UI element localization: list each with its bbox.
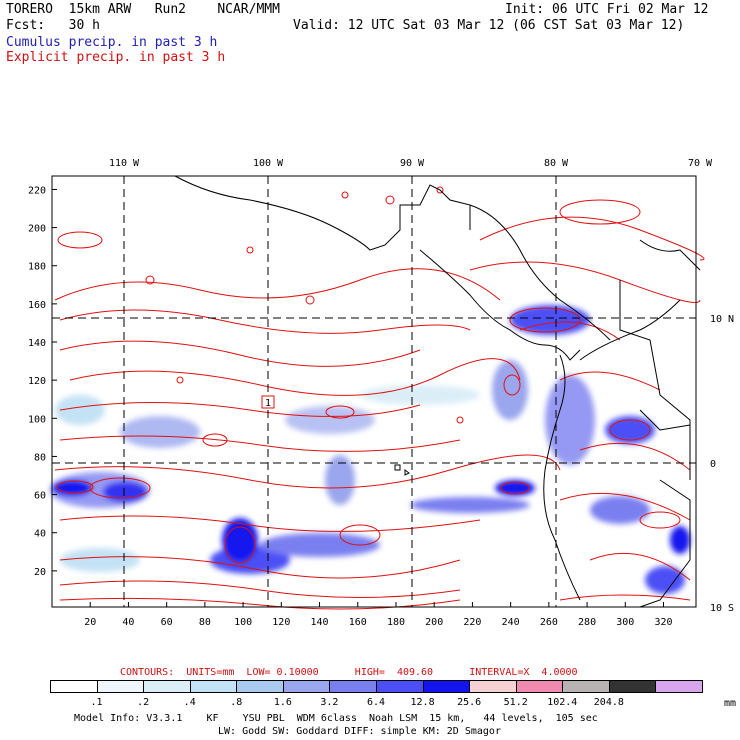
y-tick-label: 120 bbox=[28, 376, 46, 387]
colorbar-label: .4 bbox=[183, 697, 196, 708]
colorbar-swatch bbox=[608, 680, 657, 693]
y-tick-label: 100 bbox=[28, 414, 46, 425]
lat-label-0: 0 bbox=[710, 459, 716, 470]
colorbar-label: .2 bbox=[137, 697, 150, 708]
colorbar-label: 3.2 bbox=[320, 697, 339, 708]
cumulus-legend: Cumulus precip. in past 3 h bbox=[6, 35, 218, 50]
model-info: Model Info: V3.3.1 KF YSU PBL WDM 6class… bbox=[74, 713, 598, 724]
x-tick-label: 240 bbox=[502, 617, 520, 628]
x-tick-label: 120 bbox=[272, 617, 290, 628]
colorbar-swatch bbox=[329, 680, 377, 693]
colorbar-swatch bbox=[189, 680, 238, 693]
explicit-contours bbox=[54, 186, 705, 610]
y-tick-label: 80 bbox=[34, 452, 46, 463]
x-tick-label: 100 bbox=[234, 617, 252, 628]
graticule bbox=[52, 176, 696, 607]
colorbar-swatch bbox=[562, 680, 610, 693]
colorbar-swatch bbox=[515, 680, 564, 693]
y-tick-label: 200 bbox=[28, 224, 46, 235]
station-marker-label: 1 bbox=[265, 398, 271, 409]
y-tick-label: 140 bbox=[28, 338, 46, 349]
coastlines bbox=[174, 175, 701, 608]
lon-label-70w: 70 W bbox=[688, 158, 713, 169]
colorbar-unit: mm bbox=[724, 698, 737, 709]
colorbar-swatch bbox=[282, 680, 331, 693]
x-tick-label: 200 bbox=[425, 617, 443, 628]
colorbar-swatch bbox=[143, 680, 191, 693]
y-tick-label: 160 bbox=[28, 300, 46, 311]
colorbar-label: 51.2 bbox=[503, 697, 528, 708]
colorbar-swatch bbox=[422, 680, 471, 693]
x-tick-label: 260 bbox=[540, 617, 558, 628]
colorbar-swatch bbox=[655, 680, 703, 693]
forecast-hour: Fcst: 30 h bbox=[6, 18, 100, 33]
lat-label-10s: 10 S bbox=[710, 603, 734, 614]
lon-label-90w: 90 W bbox=[400, 158, 425, 169]
colorbar-swatch bbox=[236, 680, 284, 693]
colorbar-label: 6.4 bbox=[366, 697, 386, 708]
colorbar-swatch bbox=[469, 680, 517, 693]
y-tick-label: 180 bbox=[28, 262, 46, 273]
lon-label-110w: 110 W bbox=[109, 158, 140, 169]
cumulus-shading bbox=[50, 305, 690, 594]
colorbar-label: 204.8 bbox=[593, 697, 624, 708]
lon-label-100w: 100 W bbox=[253, 158, 284, 169]
colorbar-label: 12.8 bbox=[410, 697, 435, 708]
map-frame bbox=[51, 175, 697, 608]
y-tick-label: 40 bbox=[34, 529, 46, 540]
x-tick-label: 140 bbox=[311, 617, 329, 628]
x-tick-label: 180 bbox=[387, 617, 405, 628]
x-tick-label: 280 bbox=[578, 617, 596, 628]
colorbar-label: .1 bbox=[90, 697, 103, 708]
x-tick-label: 220 bbox=[463, 617, 481, 628]
contours-info: CONTOURS: UNITS=mm LOW= 0.10000 HIGH= 40… bbox=[120, 667, 578, 678]
lon-label-80w: 80 W bbox=[544, 158, 569, 169]
y-tick-label: 60 bbox=[34, 491, 46, 502]
colorbar-swatch bbox=[376, 680, 424, 693]
y-tick-label: 20 bbox=[34, 567, 46, 578]
colorbar-swatch bbox=[96, 680, 145, 693]
x-tick-label: 40 bbox=[122, 617, 134, 628]
x-tick-label: 60 bbox=[161, 617, 173, 628]
init-time: Init: 06 UTC Fri 02 Mar 12 bbox=[505, 2, 709, 17]
x-tick-label: 160 bbox=[349, 617, 367, 628]
axis-ticks bbox=[52, 188, 665, 607]
x-tick-label: 300 bbox=[616, 617, 634, 628]
lat-label-10n: 10 N bbox=[710, 314, 734, 325]
colorbar-label: 1.6 bbox=[273, 697, 292, 708]
station-marker bbox=[261, 395, 275, 409]
explicit-legend: Explicit precip. in past 3 h bbox=[6, 50, 226, 65]
x-tick-label: 20 bbox=[84, 617, 96, 628]
model-title: TORERO 15km ARW Run2 NCAR/MMM bbox=[6, 2, 280, 17]
valid-time: Valid: 12 UTC Sat 03 Mar 12 (06 CST Sat … bbox=[293, 18, 685, 33]
y-tick-label: 220 bbox=[28, 185, 46, 196]
colorbar-swatch bbox=[50, 680, 98, 693]
x-tick-label: 80 bbox=[199, 617, 211, 628]
colorbar-label: 25.6 bbox=[457, 697, 482, 708]
x-tick-label: 320 bbox=[654, 617, 672, 628]
colorbar-label: 102.4 bbox=[547, 697, 578, 708]
colorbar-label: .8 bbox=[230, 697, 243, 708]
physics-info: LW: Godd SW: Goddard DIFF: simple KM: 2D… bbox=[218, 726, 501, 737]
